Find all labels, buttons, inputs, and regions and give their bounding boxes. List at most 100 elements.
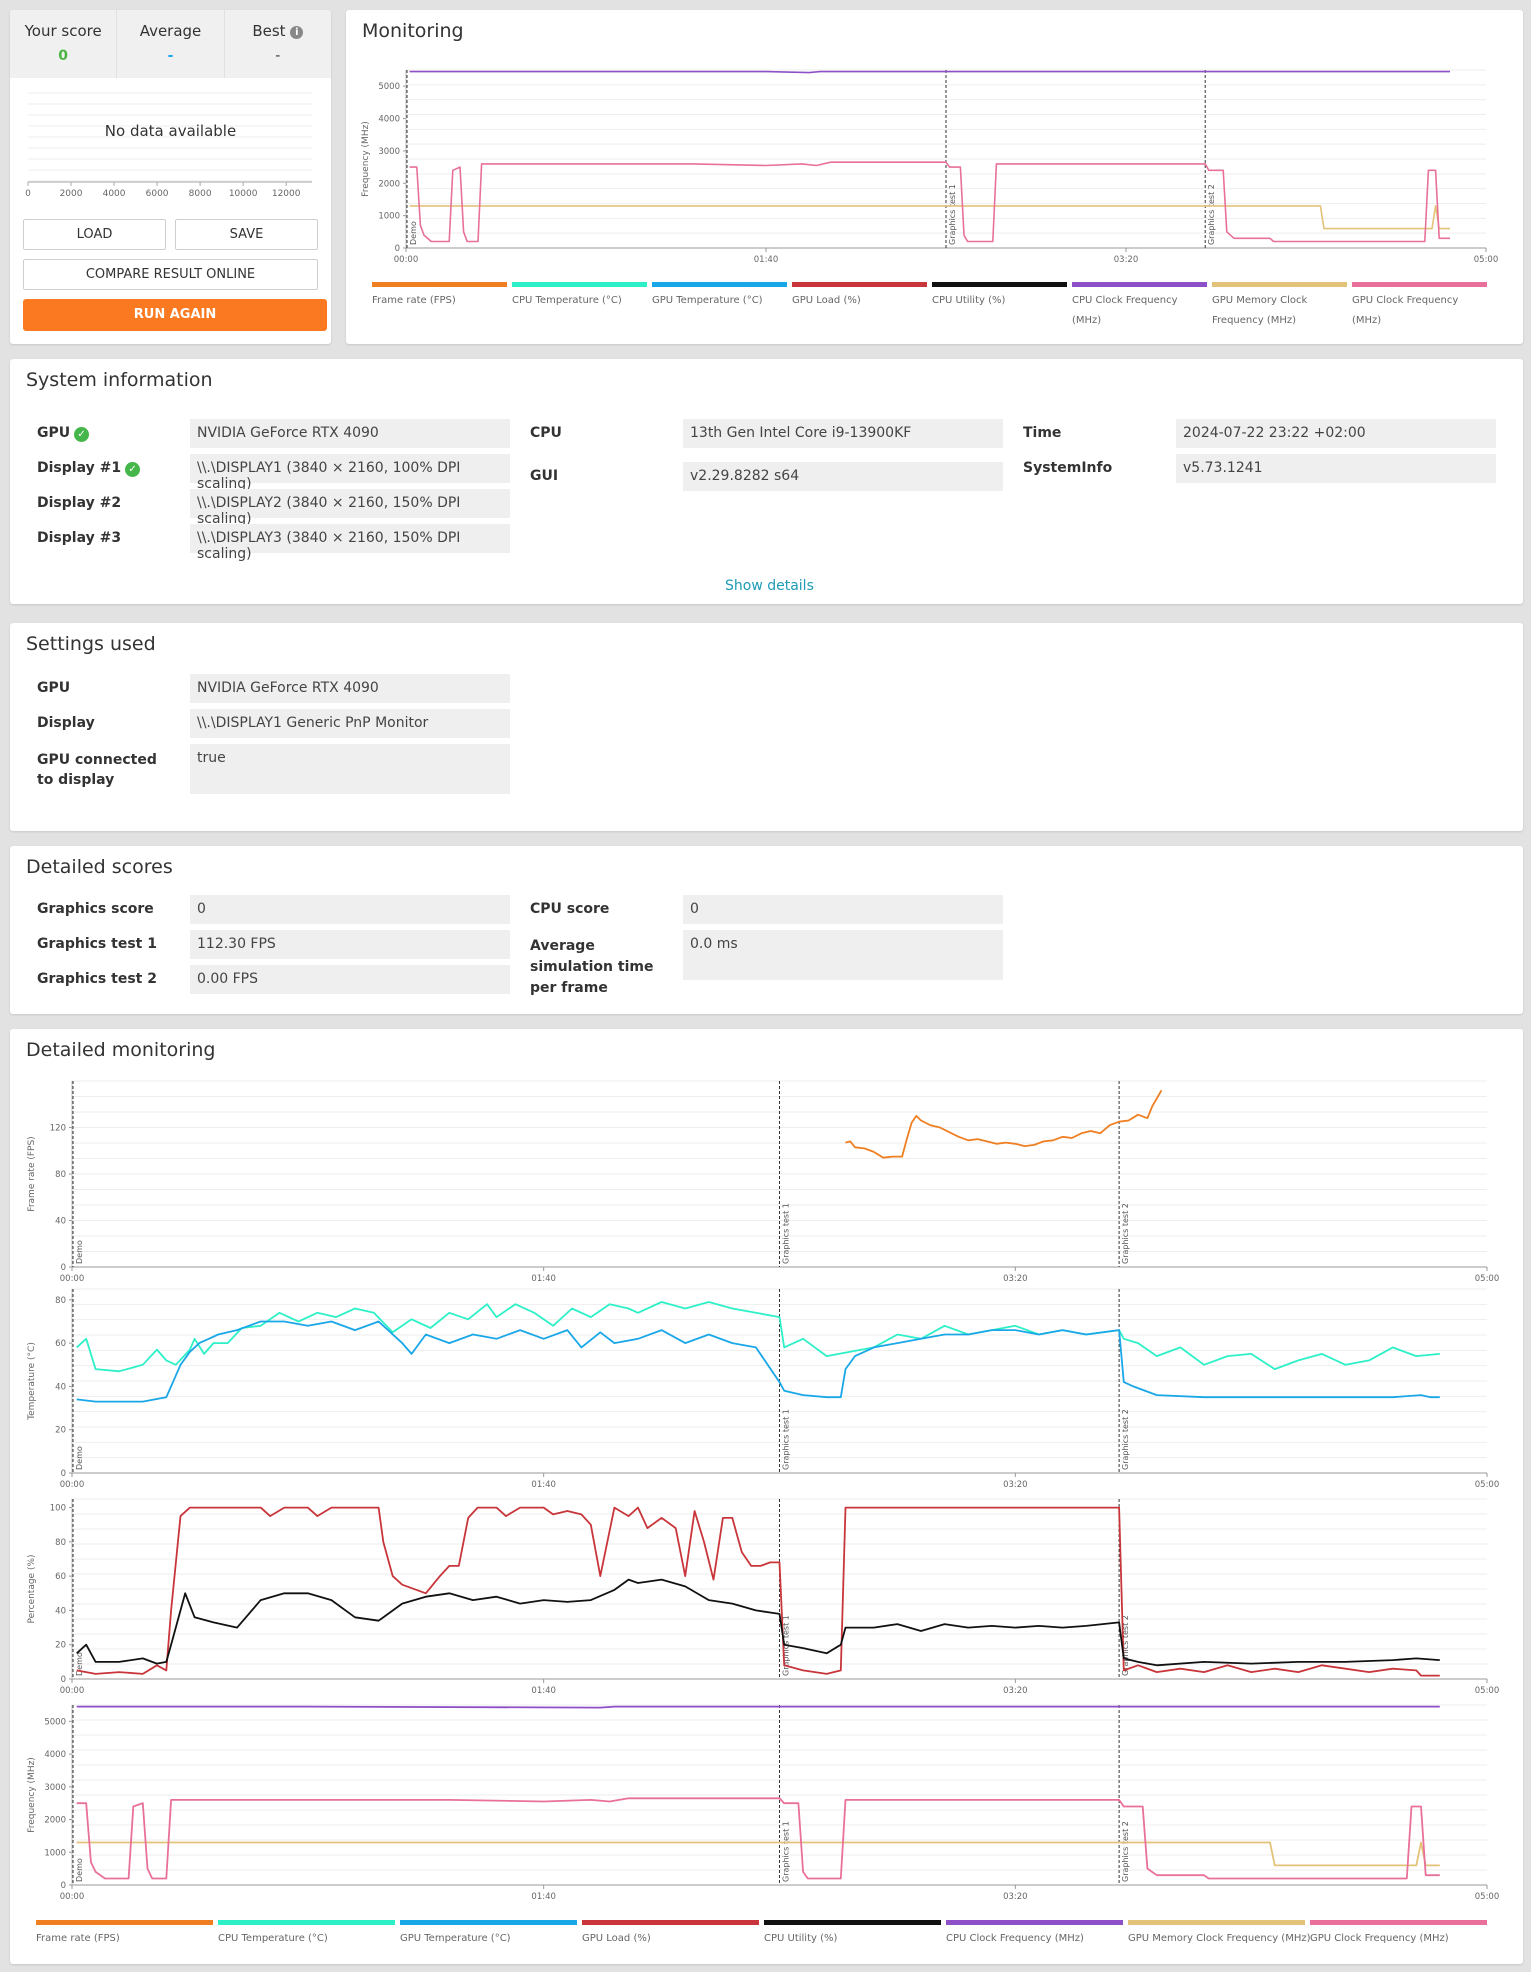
monitoring-chart: 0 1000 2000 3000 4000 5000 Frequency (MHz) 00:0… bbox=[361, 69, 1499, 265]
y-axis-label: Frequency (MHz) bbox=[361, 121, 371, 197]
legend-item[interactable]: CPU Clock Frequency (MHz) bbox=[1072, 282, 1207, 331]
test-marker-label: Graphics test 2 bbox=[1121, 1203, 1130, 1264]
sysinfo-value: NVIDIA GeForce RTX 4090 bbox=[190, 419, 510, 448]
legend-swatch bbox=[1352, 282, 1487, 287]
y-axis-label: Frame rate (FPS) bbox=[27, 1136, 37, 1211]
your-score-label: Your score bbox=[24, 22, 102, 40]
legend-label: CPU Clock Frequency (MHz) bbox=[946, 1933, 1084, 1944]
legend-label: GPU Temperature (°C) bbox=[652, 295, 763, 306]
y-tick-label: 4000 bbox=[378, 115, 400, 125]
legend-item[interactable]: CPU Utility (%) bbox=[764, 1920, 941, 1949]
legend-item[interactable]: GPU Load (%) bbox=[792, 282, 927, 331]
y-tick-label: 0 bbox=[395, 244, 400, 254]
test-marker-label: Graphics test 2 bbox=[1207, 184, 1216, 245]
y-tick-label: 80 bbox=[55, 1170, 66, 1180]
graphics-test2-value: 0.00 FPS bbox=[190, 965, 510, 994]
score-axis-tick-label: 12000 bbox=[272, 189, 301, 199]
legend-swatch bbox=[1128, 1920, 1305, 1925]
sysinfo-label-text: Time bbox=[1023, 425, 1062, 441]
legend-item[interactable]: GPU Clock Frequency (MHz) bbox=[1310, 1920, 1487, 1949]
show-details-link[interactable]: Show details bbox=[725, 578, 814, 594]
series-line bbox=[409, 70, 1450, 74]
legend-item[interactable]: Frame rate (FPS) bbox=[36, 1920, 213, 1949]
legend-label: CPU Clock Frequency (MHz) bbox=[1072, 295, 1178, 326]
series-line bbox=[409, 161, 1450, 243]
check-icon: ✓ bbox=[125, 462, 141, 477]
legend-item[interactable]: Frame rate (FPS) bbox=[372, 282, 507, 331]
sysinfo-value: v2.29.8282 s64 bbox=[683, 462, 1003, 491]
legend-item[interactable]: CPU Clock Frequency (MHz) bbox=[946, 1920, 1123, 1949]
sysinfo-label-text: SystemInfo bbox=[1023, 460, 1113, 476]
x-tick-label: 03:20 bbox=[1003, 1686, 1028, 1696]
series-line bbox=[76, 1841, 1440, 1867]
best-label: Best bbox=[252, 22, 286, 40]
x-tick-label: 00:00 bbox=[60, 1274, 85, 1284]
avg-simulation-value: 0.0 ms bbox=[683, 930, 1003, 980]
series-line bbox=[845, 1089, 1163, 1159]
settings-display-value: \\.\DISPLAY1 Generic PnP Monitor bbox=[190, 709, 510, 738]
x-tick-label: 05:00 bbox=[1475, 1274, 1500, 1284]
average-score: Average - bbox=[117, 10, 225, 78]
series-line bbox=[76, 1301, 1440, 1373]
monitoring-title: Monitoring bbox=[362, 20, 464, 42]
x-tick-label: 00:00 bbox=[60, 1480, 85, 1490]
save-button[interactable]: SAVE bbox=[175, 219, 318, 250]
legend-item[interactable]: GPU Load (%) bbox=[582, 1920, 759, 1949]
monitoring-panel: Monitoring 0 1000 2000 3000 4000 5000 Frequenc… bbox=[346, 10, 1523, 344]
legend-item[interactable]: GPU Memory Clock Frequency (MHz) bbox=[1212, 282, 1347, 331]
legend-swatch bbox=[512, 282, 647, 287]
y-tick-label: 5000 bbox=[44, 1717, 66, 1727]
score-axis-tick-label: 2000 bbox=[60, 189, 83, 199]
settings-connected-value: true bbox=[190, 744, 510, 794]
detailed-monitoring-panel: Detailed monitoring 0 40 80 120 Frame rate (… bbox=[10, 1029, 1523, 1964]
load-button[interactable]: LOAD bbox=[23, 219, 166, 250]
sysinfo-label: CPU bbox=[530, 425, 562, 441]
settings-connected-label: GPU connected to display bbox=[37, 752, 157, 788]
legend-item[interactable]: CPU Temperature (°C) bbox=[512, 282, 647, 331]
graphics-test2-label: Graphics test 2 bbox=[37, 971, 157, 987]
legend-label: GPU Load (%) bbox=[582, 1933, 651, 1944]
info-icon[interactable]: i bbox=[290, 26, 304, 39]
y-tick-label: 5000 bbox=[378, 82, 400, 92]
legend-item[interactable]: GPU Memory Clock Frequency (MHz) bbox=[1128, 1920, 1311, 1949]
run-again-button[interactable]: RUN AGAIN bbox=[23, 299, 327, 331]
your-score: Your score 0 bbox=[10, 10, 118, 78]
test-marker-label: Demo bbox=[75, 1652, 84, 1676]
legend-item[interactable]: GPU Clock Frequency (MHz) bbox=[1352, 282, 1487, 331]
sysinfo-label-text: Display #3 bbox=[37, 530, 122, 546]
legend-label: GPU Clock Frequency (MHz) bbox=[1310, 1933, 1449, 1944]
compare-online-button[interactable]: COMPARE RESULT ONLINE bbox=[23, 259, 318, 290]
y-tick-label: 40 bbox=[55, 1217, 66, 1227]
y-axis-label: Frequency (MHz) bbox=[27, 1757, 37, 1833]
legend-swatch bbox=[36, 1920, 213, 1925]
legend-swatch bbox=[792, 282, 927, 287]
test-marker-label: Graphics test 1 bbox=[782, 1203, 791, 1264]
detailed-scores-panel: Detailed scores Graphics score 0 Graphic… bbox=[10, 846, 1523, 1014]
legend-label: GPU Temperature (°C) bbox=[400, 1933, 511, 1944]
y-axis-label: Temperature (°C) bbox=[27, 1342, 37, 1421]
sysinfo-value: \\.\DISPLAY2 (3840 × 2160, 150% DPI scal… bbox=[190, 489, 510, 527]
y-tick-label: 2000 bbox=[378, 179, 400, 189]
legend-item[interactable]: CPU Temperature (°C) bbox=[218, 1920, 395, 1949]
legend-item[interactable]: GPU Temperature (°C) bbox=[652, 282, 787, 331]
y-axis-label: Percentage (%) bbox=[27, 1554, 37, 1623]
x-tick-label: 01:40 bbox=[531, 1274, 556, 1284]
no-data-text: No data available bbox=[104, 122, 237, 140]
legend-label: CPU Utility (%) bbox=[932, 295, 1006, 306]
score-axis-tick-label: 4000 bbox=[103, 189, 126, 199]
detailed-monitoring-legend: Frame rate (FPS) CPU Temperature (°C) GPU … bbox=[36, 1920, 1508, 1949]
legend-item[interactable]: GPU Temperature (°C) bbox=[400, 1920, 577, 1949]
system-info-title: System information bbox=[26, 369, 213, 391]
legend-swatch bbox=[1072, 282, 1207, 287]
score-axis-tick-label: 0 bbox=[25, 189, 31, 199]
graphics-test1-value: 112.30 FPS bbox=[190, 930, 510, 959]
series-line bbox=[76, 1320, 1440, 1403]
x-tick-label: 05:00 bbox=[1474, 255, 1499, 265]
y-tick-label: 40 bbox=[55, 1606, 66, 1616]
x-tick-label: 00:00 bbox=[394, 255, 419, 265]
y-tick-label: 3000 bbox=[44, 1783, 66, 1793]
legend-item[interactable]: CPU Utility (%) bbox=[932, 282, 1067, 331]
y-tick-label: 100 bbox=[50, 1504, 66, 1514]
test-marker-label: Graphics test 1 bbox=[948, 184, 957, 245]
